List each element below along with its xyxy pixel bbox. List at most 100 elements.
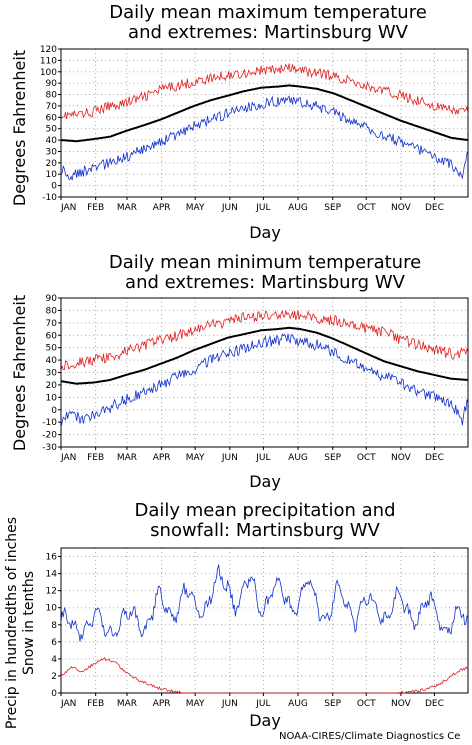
series-line-extreme_max	[60, 63, 469, 121]
x-tick-label: JAN	[60, 203, 76, 213]
x-tick-label: JAN	[60, 453, 76, 463]
x-tick-label: FEB	[87, 453, 104, 463]
chart-title-line1: Daily mean precipitation and	[134, 500, 395, 521]
y-tick-label: -10	[42, 193, 57, 203]
y-tick-label: 110	[40, 56, 57, 66]
y-tick-label: 10	[46, 393, 58, 403]
y-tick-label: 14	[46, 570, 58, 580]
y-axis-label-line2: Snow in tenths	[21, 571, 37, 675]
x-tick-label: OCT	[357, 699, 376, 709]
x-tick-label: DEC	[425, 453, 444, 463]
x-tick-label: MAR	[117, 453, 137, 463]
x-axis-label: Day	[249, 711, 281, 730]
y-tick-label: 70	[46, 319, 58, 329]
x-axis-label: Day	[249, 472, 281, 491]
series-line-mean	[60, 84, 469, 143]
series-line-precip	[60, 564, 469, 642]
x-tick-label: MAY	[186, 453, 205, 463]
chart-title-line2: snowfall: Martinsburg WV	[150, 520, 380, 541]
plot-frame	[60, 48, 469, 198]
x-tick-label: DEC	[425, 699, 444, 709]
credit-text: NOAA-CIRES/Climate Diagnostics Ce	[279, 731, 461, 742]
y-tick-label: 0	[51, 406, 57, 416]
y-tick-label: 16	[46, 553, 58, 563]
x-tick-label: JUN	[221, 453, 238, 463]
chart-title-line2: and extremes: Martinsburg WV	[125, 272, 406, 293]
chart-title-line2: and extremes: Martinsburg WV	[128, 22, 409, 43]
x-tick-label: APR	[153, 203, 171, 213]
y-tick-label: 4	[51, 655, 57, 665]
y-tick-label: 90	[46, 79, 58, 89]
x-tick-label: FEB	[87, 699, 104, 709]
precipitation-chart: Daily mean precipitation and snowfall: M…	[4, 500, 469, 730]
y-tick-label: 40	[46, 356, 58, 366]
y-tick-label: 10	[46, 170, 58, 180]
x-tick-label: SEP	[324, 203, 341, 213]
chart-title-line1: Daily mean minimum temperature	[109, 252, 421, 273]
x-tick-label: JUN	[221, 699, 238, 709]
y-tick-label: 60	[46, 331, 58, 341]
x-axis-label: Day	[249, 223, 281, 242]
min-temperature-chart: Daily mean minimum temperature and extre…	[10, 252, 469, 491]
x-tick-label: NOV	[391, 699, 412, 709]
x-tick-label: DEC	[425, 203, 444, 213]
x-tick-label: FEB	[87, 203, 104, 213]
x-tick-label: AUG	[288, 699, 308, 709]
y-tick-label: 50	[46, 344, 58, 354]
x-tick-label: JUL	[255, 699, 270, 709]
x-tick-label: NOV	[391, 203, 412, 213]
chart-title-line1: Daily mean maximum temperature	[109, 2, 427, 23]
y-tick-label: 10	[46, 604, 58, 614]
y-tick-label: -10	[42, 418, 57, 428]
plot-frame	[60, 547, 469, 694]
y-tick-label: 8	[51, 621, 57, 631]
x-tick-label: SEP	[324, 699, 341, 709]
x-tick-label: SEP	[324, 453, 341, 463]
x-tick-label: JUN	[221, 203, 238, 213]
series-line-extreme_max	[60, 309, 469, 372]
y-tick-label: 60	[46, 113, 58, 123]
y-tick-label: 12	[46, 587, 57, 597]
y-tick-label: 80	[46, 91, 58, 101]
y-axis-label: Degrees Fahrenheit	[10, 295, 29, 451]
x-tick-label: APR	[153, 453, 171, 463]
x-tick-label: MAY	[186, 203, 205, 213]
y-tick-label: 20	[46, 159, 58, 169]
y-tick-label: -30	[42, 443, 57, 453]
x-tick-label: OCT	[357, 203, 376, 213]
y-tick-label: 2	[51, 672, 57, 682]
series-line-snow	[60, 657, 469, 694]
series-line-mean	[60, 326, 468, 385]
series-line-extreme_min	[60, 95, 469, 181]
y-tick-label: 70	[46, 102, 58, 112]
x-tick-label: OCT	[357, 453, 376, 463]
y-tick-label: 40	[46, 136, 58, 146]
y-tick-label: 90	[46, 294, 58, 304]
x-tick-label: APR	[153, 699, 171, 709]
y-tick-label: 100	[40, 68, 57, 78]
y-tick-label: -20	[42, 431, 57, 441]
x-tick-label: MAR	[117, 203, 137, 213]
y-tick-label: 0	[51, 182, 57, 192]
x-tick-label: MAY	[186, 699, 205, 709]
y-tick-label: 50	[46, 125, 58, 135]
series-line-extreme_min	[60, 333, 469, 428]
y-axis-label: Degrees Fahrenheit	[10, 50, 29, 206]
y-tick-label: 120	[40, 45, 57, 55]
y-tick-label: 20	[46, 381, 58, 391]
x-tick-label: JUL	[255, 203, 270, 213]
y-tick-label: 0	[51, 689, 57, 699]
x-tick-label: AUG	[288, 203, 308, 213]
x-tick-label: JUL	[255, 453, 270, 463]
plot-frame	[60, 297, 469, 448]
y-tick-label: 30	[46, 147, 58, 157]
x-tick-label: JAN	[60, 699, 76, 709]
y-tick-label: 6	[51, 638, 57, 648]
y-tick-label: 80	[46, 306, 58, 316]
x-tick-label: NOV	[391, 453, 412, 463]
max-temperature-chart: Daily mean maximum temperature and extre…	[10, 2, 469, 242]
x-tick-label: MAR	[117, 699, 137, 709]
y-tick-label: 30	[46, 369, 58, 379]
y-axis-label-line1: Precip in hundredths of inches	[4, 517, 20, 729]
